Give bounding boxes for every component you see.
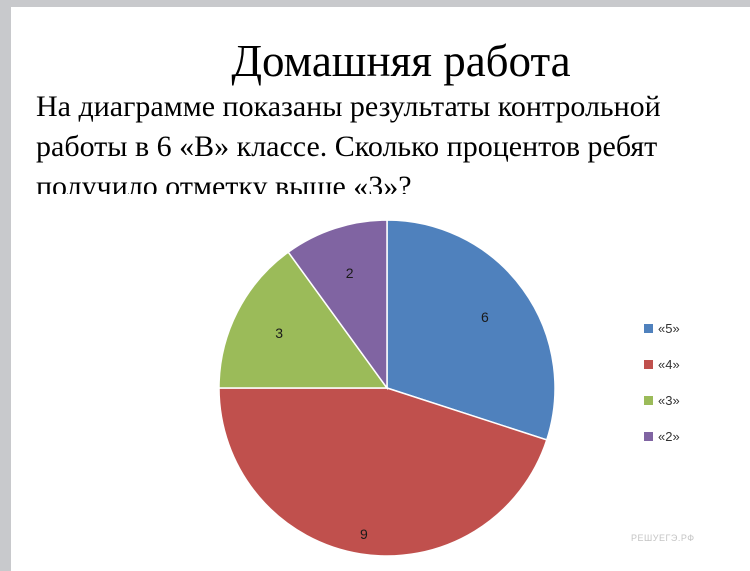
slide: Домашняя работа На диаграмме показаны ре…: [11, 7, 750, 571]
legend-label-3: «3»: [658, 393, 680, 408]
legend-swatch-3: [644, 396, 653, 405]
legend-swatch-4: [644, 360, 653, 369]
legend-label-2: «2»: [658, 429, 680, 444]
pie-slice-5: [386, 219, 556, 441]
legend-swatch-2: [644, 432, 653, 441]
legend-swatch-5: [644, 324, 653, 333]
legend-label-5: «5»: [658, 321, 680, 336]
pie-slice-3: [218, 251, 389, 389]
pie-slice-4: [218, 387, 548, 557]
data-label-4: 9: [360, 526, 368, 542]
pie-slice-2: [287, 219, 388, 391]
watermark: РЕШУЕГЭ.РФ: [631, 533, 695, 543]
legend-label-4: «4»: [658, 357, 680, 372]
data-label-2: 2: [346, 265, 354, 281]
data-label-5: 6: [481, 309, 489, 325]
question-text: На диаграмме показаны результаты контрол…: [36, 90, 661, 194]
data-label-3: 3: [275, 325, 283, 341]
slide-title: Домашняя работа: [231, 36, 571, 86]
pie-chart: 6 9 3 2 «5» «4» «3» «2»: [218, 219, 680, 557]
window-frame-top: [0, 0, 750, 7]
window-frame-left: [0, 0, 11, 571]
